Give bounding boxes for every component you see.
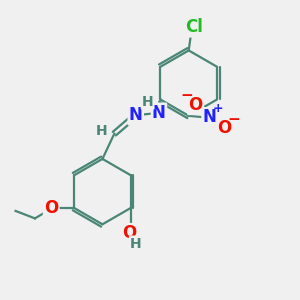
Text: O: O xyxy=(217,119,232,137)
Text: Cl: Cl xyxy=(185,18,203,36)
Text: H: H xyxy=(142,94,153,109)
Text: −: − xyxy=(181,88,194,104)
Text: H: H xyxy=(96,124,108,138)
Text: N: N xyxy=(129,106,143,124)
Text: O: O xyxy=(44,199,58,217)
Text: N: N xyxy=(152,104,166,122)
Text: −: − xyxy=(227,112,240,127)
Text: H: H xyxy=(130,237,142,250)
Text: O: O xyxy=(122,224,136,242)
Text: O: O xyxy=(188,96,203,114)
Text: +: + xyxy=(212,103,223,116)
Text: N: N xyxy=(202,108,217,126)
